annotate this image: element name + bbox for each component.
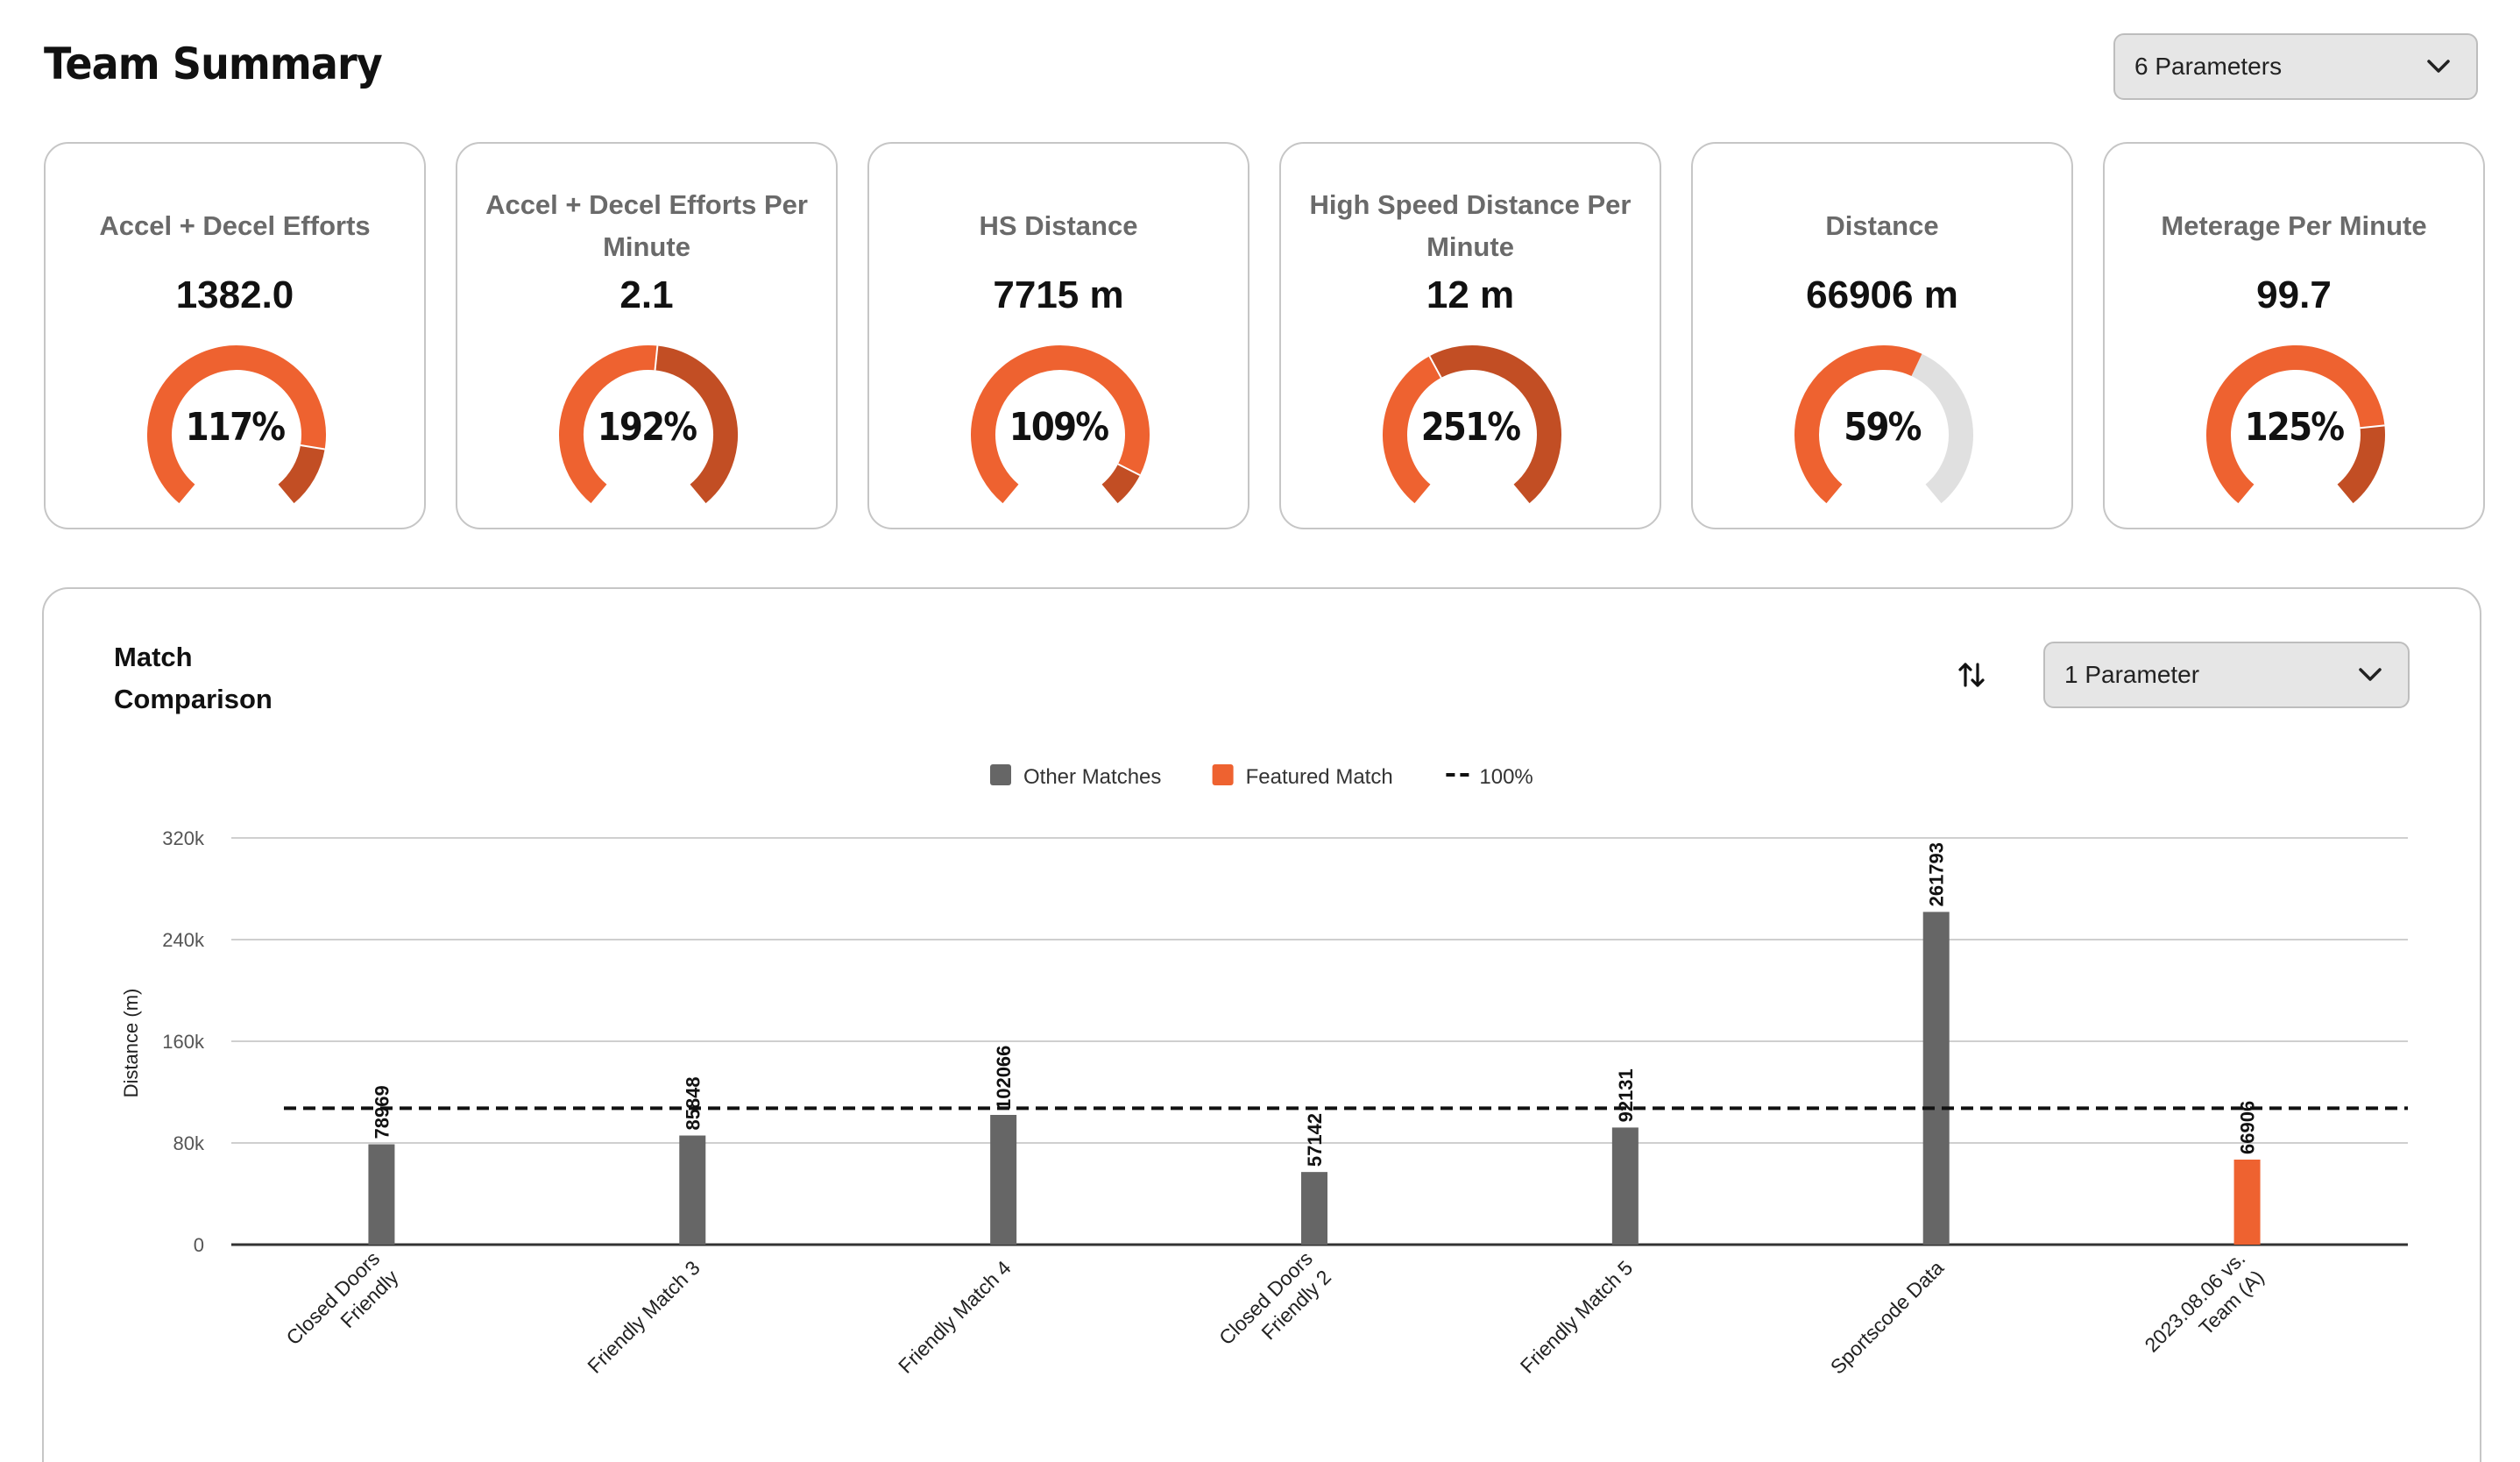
parameter-dropdown[interactable]: 1 Parameter: [2043, 642, 2410, 708]
gauge-overflow: [2337, 425, 2385, 504]
bar: [1922, 912, 1950, 1245]
gauge-fill: [559, 345, 658, 504]
x-tick-line: Friendly Match 4: [894, 1256, 1016, 1378]
kpi-title: Meterage Per Minute: [2161, 210, 2427, 241]
kpi-card: HS Distance 7715 m 109%: [867, 142, 1249, 529]
bar: [1611, 1127, 1639, 1245]
kpi-title: HS Distance: [979, 210, 1138, 241]
kpi-percent: 59%: [1844, 405, 1922, 450]
kpi-title: Accel + Decel Efforts: [99, 210, 371, 241]
kpi-gauge: [971, 345, 1150, 504]
gauge-divider: [654, 345, 659, 371]
kpi-percent: 251%: [1420, 405, 1521, 450]
y-tick-label: 80k: [173, 1132, 205, 1154]
gauge-divider: [300, 444, 325, 451]
match-comparison-card: Match Comparison 1 Parameter: [42, 587, 2481, 1462]
gauge-divider: [1428, 355, 1442, 379]
gauge-overflow: [1101, 463, 1140, 504]
x-tick-label: Friendly Match 4: [894, 1256, 1016, 1378]
kpi-value: 12 m: [1426, 273, 1515, 316]
page-title: Team Summary: [44, 39, 383, 89]
parameter-dropdown-value: 1 Parameter: [2064, 661, 2200, 688]
y-tick-label: 160k: [162, 1031, 205, 1053]
kpi-gauge: [1794, 345, 1973, 504]
gauge-overflow: [278, 444, 325, 504]
bar-value-label: 57142: [1304, 1113, 1326, 1167]
gauge-overflow: [655, 345, 738, 504]
kpi-card: Distance 66906 m 59%: [1691, 142, 2073, 529]
kpi-value: 99.7: [2256, 273, 2332, 316]
legend-item: 100%: [1446, 765, 1533, 789]
chevron-down-icon: [2425, 53, 2452, 80]
legend-item: Featured Match: [1212, 764, 1393, 789]
kpi-gauge: [147, 345, 326, 504]
kpi-gauge: [559, 345, 738, 504]
kpi-percent: 125%: [2244, 405, 2345, 450]
gauge-fill: [2206, 345, 2385, 504]
kpi-card: Meterage Per Minute 99.7 125%: [2103, 142, 2485, 529]
gauge-divider: [2360, 424, 2385, 429]
gauge-overflow: [1429, 345, 1561, 504]
x-tick-line: Friendly Match 3: [583, 1256, 704, 1378]
legend-label: 100%: [1479, 765, 1533, 789]
x-tick-label: Friendly Match 3: [583, 1256, 704, 1378]
x-tick-line: Friendly Match 5: [1516, 1256, 1638, 1378]
kpi-title: High Speed Distance Per Minute: [1309, 189, 1632, 262]
bar: [2233, 1159, 2261, 1245]
chevron-down-icon: [2357, 662, 2383, 688]
bar-value-label: 102066: [993, 1046, 1015, 1110]
kpi-title: Accel + Decel Efforts Per Minute: [485, 189, 808, 262]
kpi-percent: 109%: [1009, 405, 1109, 450]
gauge-divider: [1117, 463, 1141, 477]
gauge-fill: [971, 345, 1150, 504]
kpi-value: 1382.0: [175, 273, 294, 316]
parameters-dropdown[interactable]: 6 Parameters: [2113, 33, 2478, 100]
kpi-gauge: [2206, 345, 2385, 504]
gauge-fill: [1794, 345, 1922, 504]
match-comparison-title: Match Comparison: [114, 642, 273, 714]
kpi-card: Accel + Decel Efforts Per Minute 2.1 192%: [456, 142, 838, 529]
legend-label: Featured Match: [1246, 765, 1393, 789]
bar: [368, 1144, 395, 1245]
x-tick-label: 2023.08.06 vs.Team (A): [2140, 1247, 2268, 1357]
bar: [679, 1135, 706, 1245]
legend-item: Other Matches: [990, 764, 1161, 789]
parameters-dropdown-value: 6 Parameters: [2134, 53, 2283, 80]
gauge-fill: [1383, 356, 1442, 504]
bar-value-label: 78969: [371, 1085, 393, 1139]
bar: [1301, 1172, 1327, 1245]
bar: [990, 1115, 1017, 1245]
kpi-title: Distance: [1825, 210, 1939, 241]
y-tick-label: 320k: [162, 827, 205, 849]
kpi-card: Accel + Decel Efforts 1382.0 117%: [44, 142, 426, 529]
bar-value-label: 261793: [1926, 842, 1948, 906]
chart-legend: Other Matches Featured Match 100%: [990, 764, 1533, 789]
kpi-value: 66906 m: [1806, 273, 1958, 316]
gauge-track: [1911, 353, 1973, 504]
x-tick-label: Sportscode Data: [1826, 1256, 1949, 1379]
x-tick-line: Sportscode Data: [1826, 1256, 1949, 1379]
kpi-gauge: [1383, 345, 1561, 504]
legend-swatch: [1212, 764, 1234, 785]
kpi-card: High Speed Distance Per Minute 12 m 251%: [1279, 142, 1661, 529]
gauge-fill: [147, 345, 326, 504]
y-axis-label: Distance (m): [120, 989, 142, 1098]
legend-label: Other Matches: [1023, 765, 1161, 789]
bar-value-label: 85848: [682, 1076, 704, 1130]
y-tick-label: 240k: [162, 929, 205, 951]
kpi-percent: 117%: [185, 405, 286, 450]
sort-arrows-icon[interactable]: [1956, 659, 1987, 691]
kpi-value: 2.1: [619, 273, 674, 316]
kpi-value: 7715 m: [993, 273, 1124, 316]
legend-swatch: [990, 764, 1011, 785]
bar-value-label: 92131: [1615, 1068, 1637, 1122]
x-tick-label: Friendly Match 5: [1516, 1256, 1638, 1378]
y-tick-label: 0: [194, 1234, 204, 1256]
kpi-percent: 192%: [597, 405, 697, 450]
